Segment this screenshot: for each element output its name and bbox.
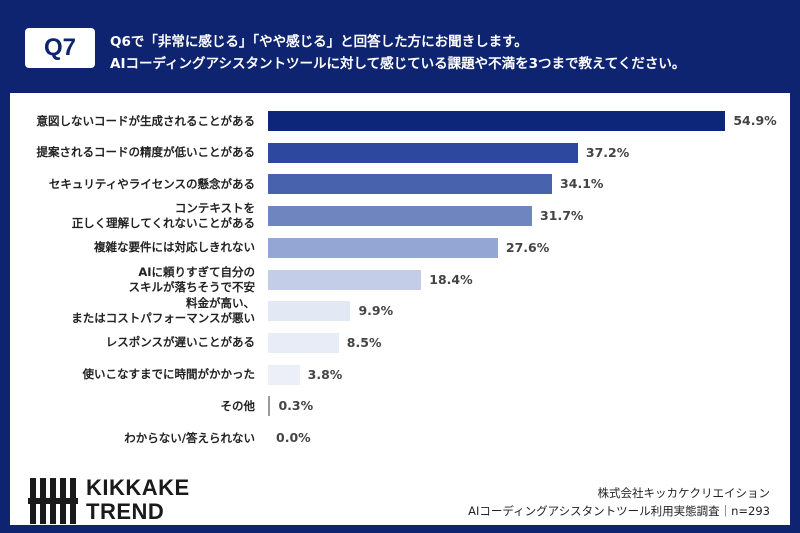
category-label: 提案されるコードの精度が低いことがある	[36, 145, 256, 160]
bar	[268, 332, 339, 353]
category-label: レスポンスが遅いことがある	[105, 335, 255, 350]
category-label: コンテキストを 正しく理解してくれないことがある	[71, 201, 255, 231]
logo-text: TREND	[86, 499, 165, 524]
question-badge: Q7	[25, 28, 95, 68]
value-label: 31.7%	[540, 208, 584, 224]
question-line: AIコーディングアシスタントツールに対して感じている課題や不満を3つまで教えてく…	[110, 56, 686, 72]
question-line: Q6で「非常に感じる」「やや感じる」と回答した方にお聞きします。	[110, 34, 528, 50]
bar	[268, 206, 533, 227]
company: 株式会社キッカケクリエイション	[597, 486, 771, 500]
bar	[268, 237, 498, 258]
value-label: 3.8%	[307, 366, 343, 382]
value-label: 54.9%	[733, 113, 777, 128]
category-label: わからない/答えられない	[124, 430, 255, 445]
survey-name: AIコーディングアシスタントツール利用実態調査｜n=293	[468, 504, 770, 518]
value-label: 34.1%	[560, 176, 604, 192]
bar	[268, 396, 271, 417]
category-label: 料金が高い、 またはコストパフォーマンスが悪い	[71, 296, 255, 326]
value-label: 0.3%	[278, 398, 314, 414]
logo-icon	[28, 478, 78, 524]
logo-text: KIKKAKE	[86, 475, 190, 500]
category-label: AIに頼りすぎて自分の スキルが落ちそうで不安	[128, 264, 256, 294]
bar	[268, 269, 422, 290]
value-label: 0.0%	[276, 430, 311, 445]
bar	[268, 301, 351, 322]
category-label: 意図しないコードが生成されることがある	[36, 113, 256, 128]
value-label: 8.5%	[346, 334, 382, 350]
bar	[268, 111, 726, 131]
category-label: セキュリティやライセンスの懸念がある	[48, 176, 255, 191]
value-label: 27.6%	[505, 239, 550, 255]
bar	[268, 364, 300, 385]
bar	[268, 174, 553, 195]
category-label: 使いこなすまでに時間がかかった	[82, 367, 256, 382]
chart-panel	[10, 93, 790, 525]
value-label: 18.4%	[429, 271, 473, 287]
category-label: 複雑な要件には対応しきれない	[94, 240, 255, 255]
category-label: その他	[220, 398, 256, 413]
bar	[268, 142, 578, 163]
value-label: 37.2%	[585, 144, 630, 160]
value-label: 9.9%	[358, 303, 394, 319]
